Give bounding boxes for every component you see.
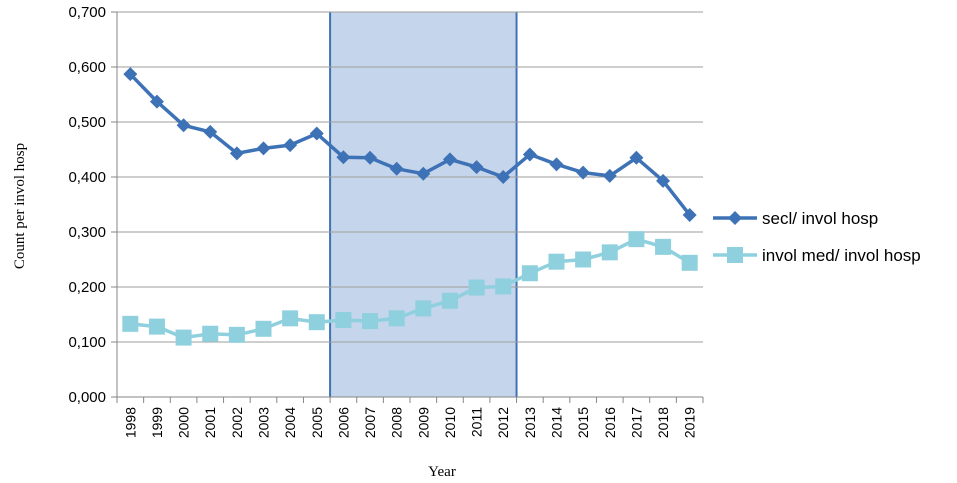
data-point-diamond (203, 124, 218, 139)
y-axis-title: Count per invol hosp (12, 143, 28, 269)
x-tick-label: 2013 (522, 407, 538, 438)
data-point-diamond (256, 141, 271, 156)
data-point-square (468, 279, 485, 296)
legend-label: invol med/ invol hosp (762, 246, 921, 265)
data-point-square (282, 310, 299, 327)
y-tick-label: 0,600 (68, 59, 106, 76)
data-point-diamond (629, 150, 644, 165)
data-point-square (255, 320, 272, 337)
y-tick-label: 0,400 (68, 169, 106, 186)
data-point-square (228, 326, 245, 343)
x-tick-label: 2005 (309, 407, 325, 438)
data-point-square (441, 292, 458, 309)
legend: secl/ invol hosp invol med/ invol hosp (713, 209, 921, 265)
axis-layer (111, 11, 704, 403)
data-point-diamond (176, 118, 191, 133)
y-tick-label: 0,000 (68, 389, 106, 406)
y-tick-label: 0,300 (68, 224, 106, 241)
data-point-square (415, 300, 432, 317)
legend-label: secl/ invol hosp (762, 209, 878, 228)
data-point-diamond (602, 168, 617, 183)
data-point-square (148, 318, 165, 335)
y-tick-label: 0,700 (68, 4, 106, 21)
x-tick-label: 1999 (149, 407, 165, 438)
data-point-diamond (416, 166, 431, 181)
x-tick-label: 2008 (389, 407, 405, 438)
legend-marker-diamond (728, 211, 742, 225)
data-point-diamond (363, 150, 378, 165)
data-point-square (122, 315, 139, 332)
data-point-square (601, 244, 618, 261)
data-point-square (202, 325, 219, 342)
x-tick-label: 2010 (442, 407, 458, 438)
x-tick-label: 2000 (176, 407, 192, 438)
data-point-diamond (336, 150, 351, 165)
x-tick-label: 2002 (229, 407, 245, 438)
x-tick-label: 2017 (628, 407, 644, 438)
x-tick-label: 1998 (122, 407, 138, 438)
data-point-diamond (576, 165, 591, 180)
x-tick-label: 2015 (575, 407, 591, 438)
data-point-square (495, 278, 512, 295)
data-point-diamond (309, 126, 324, 141)
highlight-layer (329, 12, 518, 397)
data-point-square (175, 329, 192, 346)
data-point-square (575, 251, 592, 268)
data-point-diamond (522, 147, 537, 162)
data-point-square (655, 238, 672, 255)
data-point-diamond (229, 146, 244, 161)
x-tick-label: 2016 (602, 407, 618, 438)
x-tick-label: 2014 (549, 407, 565, 438)
data-point-diamond (496, 170, 511, 184)
data-point-diamond (549, 157, 564, 172)
data-point-square (681, 254, 698, 271)
x-tick-label: 2012 (495, 407, 511, 438)
x-tick-label: 2011 (469, 407, 485, 437)
x-tick-label: 2019 (682, 407, 698, 438)
x-tick-label: 2004 (282, 407, 298, 438)
data-point-diamond (123, 67, 138, 82)
data-point-diamond (442, 152, 457, 167)
x-tick-label: 2001 (202, 407, 218, 438)
x-tick-label: 2003 (256, 407, 272, 438)
data-point-square (308, 314, 325, 331)
y-tick-label: 0,100 (68, 334, 106, 351)
data-point-diamond (682, 207, 697, 222)
data-point-diamond (656, 173, 671, 188)
series-layer (122, 67, 698, 346)
data-point-square (335, 312, 352, 328)
label-layer: 0,000 0,100 0,200 0,300 0,400 0,500 0,600 0,700… (68, 4, 697, 438)
x-tick-label: 2009 (415, 407, 431, 438)
data-point-square (388, 310, 405, 327)
data-point-square (548, 253, 565, 270)
data-point-square (362, 313, 379, 330)
series-line (130, 237, 691, 340)
y-tick-label: 0,500 (68, 114, 106, 131)
highlight-region (330, 12, 517, 397)
x-tick-label: 2006 (335, 407, 351, 438)
x-axis-title: Year (428, 464, 456, 480)
grid-layer (117, 11, 703, 343)
data-point-square (521, 265, 538, 282)
data-point-diamond (149, 94, 164, 109)
data-point-diamond (389, 161, 404, 176)
x-tick-label: 2018 (655, 407, 671, 438)
y-tick-label: 0,200 (68, 279, 106, 296)
data-point-square (628, 231, 645, 248)
series-line (129, 72, 692, 216)
data-point-diamond (469, 160, 484, 175)
legend-marker-square (727, 247, 743, 263)
x-tick-label: 2007 (362, 407, 378, 438)
data-point-diamond (283, 138, 298, 153)
